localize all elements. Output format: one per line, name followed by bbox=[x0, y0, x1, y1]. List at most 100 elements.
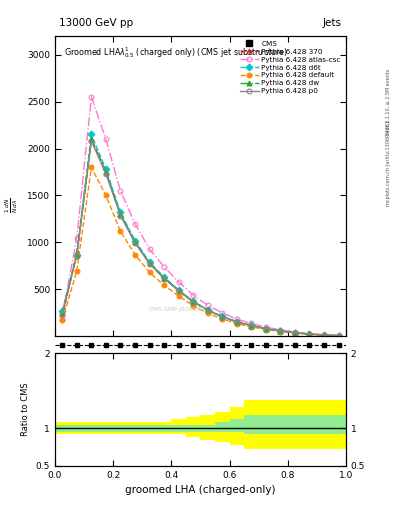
Text: mcplots.cern.ch [arXiv:1306.3436]: mcplots.cern.ch [arXiv:1306.3436] bbox=[386, 121, 391, 206]
Text: Groomed LHA$\lambda^1_{0.5}$ (charged only) (CMS jet substructure): Groomed LHA$\lambda^1_{0.5}$ (charged on… bbox=[64, 45, 288, 60]
Pythia 6.428 default bbox=[147, 269, 152, 275]
Pythia 6.428 370 bbox=[75, 249, 79, 255]
Pythia 6.428 370 bbox=[234, 318, 239, 325]
Pythia 6.428 d6t bbox=[263, 326, 268, 332]
Pythia 6.428 default bbox=[220, 316, 225, 322]
Pythia 6.428 default bbox=[322, 332, 327, 338]
Pythia 6.428 default bbox=[249, 324, 254, 330]
Pythia 6.428 d6t bbox=[322, 332, 327, 338]
Pythia 6.428 p0 bbox=[147, 261, 152, 267]
Pythia 6.428 default bbox=[133, 251, 138, 258]
Pythia 6.428 370 bbox=[322, 332, 327, 338]
Pythia 6.428 default bbox=[307, 331, 312, 337]
Pythia 6.428 atlas-csc bbox=[322, 332, 327, 338]
Pythia 6.428 d6t bbox=[75, 251, 79, 258]
Pythia 6.428 dw bbox=[104, 169, 108, 175]
Pythia 6.428 p0 bbox=[133, 240, 138, 246]
Pythia 6.428 default bbox=[162, 282, 167, 288]
Pythia 6.428 p0 bbox=[206, 307, 210, 313]
Pythia 6.428 atlas-csc bbox=[336, 332, 341, 338]
Text: 13000 GeV pp: 13000 GeV pp bbox=[59, 18, 133, 28]
Pythia 6.428 atlas-csc bbox=[133, 221, 138, 227]
Pythia 6.428 d6t bbox=[249, 323, 254, 329]
Pythia 6.428 p0 bbox=[60, 311, 64, 317]
Pythia 6.428 370 bbox=[263, 326, 268, 332]
Pythia 6.428 dw bbox=[89, 136, 94, 142]
Pythia 6.428 d6t bbox=[191, 298, 196, 304]
Pythia 6.428 dw bbox=[60, 310, 64, 316]
Pythia 6.428 default bbox=[336, 333, 341, 339]
Pythia 6.428 default bbox=[75, 268, 79, 274]
Pythia 6.428 d6t bbox=[162, 274, 167, 280]
Pythia 6.428 default bbox=[176, 293, 181, 299]
Text: Rivet 3.1.10, ≥ 2.5M events: Rivet 3.1.10, ≥ 2.5M events bbox=[386, 68, 391, 137]
Pythia 6.428 370 bbox=[307, 331, 312, 337]
Pythia 6.428 d6t bbox=[60, 308, 64, 314]
Pythia 6.428 atlas-csc bbox=[263, 324, 268, 330]
Pythia 6.428 d6t bbox=[133, 238, 138, 244]
Pythia 6.428 d6t bbox=[278, 328, 283, 334]
Pythia 6.428 dw bbox=[322, 332, 327, 338]
Pythia 6.428 default bbox=[206, 310, 210, 316]
Pythia 6.428 default bbox=[118, 228, 123, 234]
Pythia 6.428 p0 bbox=[191, 299, 196, 305]
Pythia 6.428 dw bbox=[191, 298, 196, 305]
Pythia 6.428 atlas-csc bbox=[220, 310, 225, 316]
Pythia 6.428 p0 bbox=[118, 212, 123, 219]
Pythia 6.428 370 bbox=[191, 298, 196, 305]
Pythia 6.428 atlas-csc bbox=[75, 234, 79, 241]
Pythia 6.428 370 bbox=[278, 328, 283, 334]
Pythia 6.428 atlas-csc bbox=[176, 279, 181, 285]
Pythia 6.428 dw bbox=[307, 331, 312, 337]
Text: $\frac{1}{N}\frac{dN}{d\lambda}$: $\frac{1}{N}\frac{dN}{d\lambda}$ bbox=[4, 197, 20, 212]
Pythia 6.428 370 bbox=[336, 333, 341, 339]
Pythia 6.428 p0 bbox=[322, 332, 327, 338]
Pythia 6.428 dw bbox=[263, 326, 268, 332]
Pythia 6.428 d6t bbox=[292, 330, 297, 336]
Pythia 6.428 370 bbox=[89, 136, 94, 142]
Pythia 6.428 atlas-csc bbox=[118, 188, 123, 194]
Pythia 6.428 370 bbox=[118, 211, 123, 217]
Pythia 6.428 p0 bbox=[162, 275, 167, 282]
Pythia 6.428 default bbox=[60, 317, 64, 324]
Pythia 6.428 dw bbox=[220, 313, 225, 319]
Pythia 6.428 default bbox=[263, 327, 268, 333]
Pythia 6.428 default bbox=[104, 193, 108, 199]
Pythia 6.428 atlas-csc bbox=[307, 331, 312, 337]
Pythia 6.428 dw bbox=[336, 333, 341, 339]
Pythia 6.428 atlas-csc bbox=[234, 316, 239, 322]
Pythia 6.428 p0 bbox=[234, 319, 239, 325]
Pythia 6.428 dw bbox=[75, 251, 79, 258]
Pythia 6.428 d6t bbox=[307, 331, 312, 337]
Pythia 6.428 atlas-csc bbox=[60, 313, 64, 319]
Legend: CMS, Pythia 6.428 370, Pythia 6.428 atlas-csc, Pythia 6.428 d6t, Pythia 6.428 de: CMS, Pythia 6.428 370, Pythia 6.428 atla… bbox=[239, 39, 342, 96]
Pythia 6.428 p0 bbox=[292, 330, 297, 336]
Pythia 6.428 atlas-csc bbox=[249, 321, 254, 327]
Pythia 6.428 atlas-csc bbox=[278, 327, 283, 333]
Pythia 6.428 p0 bbox=[263, 326, 268, 332]
X-axis label: groomed LHA (charged-only): groomed LHA (charged-only) bbox=[125, 485, 275, 495]
Pythia 6.428 370 bbox=[206, 307, 210, 313]
Pythia 6.428 p0 bbox=[89, 138, 94, 144]
Pythia 6.428 p0 bbox=[220, 314, 225, 320]
Pythia 6.428 d6t bbox=[147, 259, 152, 265]
Line: Pythia 6.428 default: Pythia 6.428 default bbox=[60, 165, 341, 338]
Pythia 6.428 atlas-csc bbox=[162, 264, 167, 270]
Pythia 6.428 dw bbox=[292, 330, 297, 336]
Pythia 6.428 370 bbox=[133, 239, 138, 245]
Pythia 6.428 p0 bbox=[336, 333, 341, 339]
Text: Jets: Jets bbox=[323, 18, 342, 28]
Pythia 6.428 atlas-csc bbox=[191, 292, 196, 298]
Pythia 6.428 dw bbox=[176, 287, 181, 293]
Pythia 6.428 p0 bbox=[176, 288, 181, 294]
Pythia 6.428 dw bbox=[118, 211, 123, 217]
Pythia 6.428 d6t bbox=[234, 318, 239, 325]
Line: Pythia 6.428 dw: Pythia 6.428 dw bbox=[60, 137, 341, 338]
Pythia 6.428 default bbox=[292, 330, 297, 336]
Pythia 6.428 dw bbox=[249, 323, 254, 329]
Pythia 6.428 370 bbox=[292, 330, 297, 336]
Pythia 6.428 d6t bbox=[176, 287, 181, 293]
Pythia 6.428 atlas-csc bbox=[147, 246, 152, 252]
Pythia 6.428 d6t bbox=[89, 132, 94, 138]
Pythia 6.428 370 bbox=[249, 323, 254, 329]
